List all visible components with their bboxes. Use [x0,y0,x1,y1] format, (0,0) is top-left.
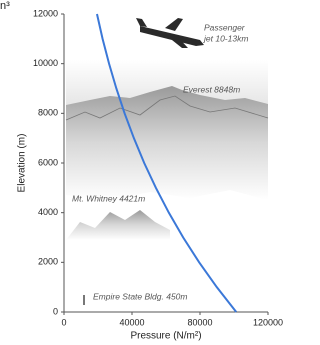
x-tick-label: 40000 [119,317,144,327]
y-tick-label: 2000 [38,257,58,267]
jet-note: Passenger [204,22,246,32]
y-tick-label: 12000 [33,8,58,18]
x-axis-label: Pressure (N/m²) [130,331,201,342]
empire-building [83,295,85,305]
page: n³ Passenger jet 10-13km Everest 8848m M… [0,0,320,345]
empire-note: Empire State Bldg. 450m [93,291,188,301]
y-axis-label: Elevation (m) [17,134,28,193]
cropped-label: n³ [0,0,10,12]
y-tick-label: 8000 [38,108,58,118]
chart: n³ Passenger jet 10-13km Everest 8848m M… [0,0,283,345]
whitney-note: Mt. Whitney 4421m [72,193,145,203]
everest-note: Everest 8848m [183,84,240,94]
y-tick-label: 6000 [38,157,58,167]
plane [136,18,204,48]
x-tick-label: 0 [61,317,66,327]
whitney-range [66,210,170,240]
x-tick-label: 120000 [253,317,283,327]
y-tick-label: 4000 [38,207,58,217]
everest-range [66,86,268,200]
x-tick-label: 80000 [187,317,212,327]
jet-note: jet 10-13km [203,33,248,43]
y-tick-label: 0 [53,306,58,316]
y-tick-label: 10000 [33,58,58,68]
